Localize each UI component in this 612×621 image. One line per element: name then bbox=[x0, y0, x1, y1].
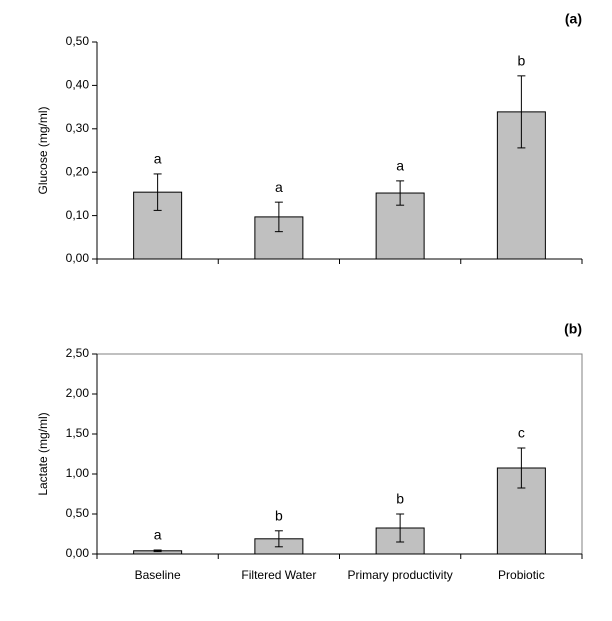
y-axis-label: Glucose (mg/ml) bbox=[36, 106, 50, 194]
x-tick-label: Baseline bbox=[135, 568, 181, 582]
x-tick-label: Probiotic bbox=[498, 568, 545, 582]
x-tick-label: Filtered Water bbox=[241, 568, 316, 582]
significance-letter: a bbox=[396, 158, 404, 174]
significance-letter: a bbox=[154, 151, 162, 167]
y-tick-label: 0,50 bbox=[66, 506, 90, 520]
y-axis-label: Lactate (mg/ml) bbox=[36, 412, 50, 495]
y-tick-label: 0,00 bbox=[66, 251, 90, 265]
x-tick-label: Primary productivity bbox=[347, 568, 452, 582]
significance-letter: b bbox=[275, 508, 283, 524]
y-tick-label: 0,50 bbox=[66, 34, 90, 48]
significance-letter: b bbox=[396, 491, 404, 507]
y-tick-label: 1,50 bbox=[66, 426, 90, 440]
y-tick-label: 0,10 bbox=[66, 208, 90, 222]
y-tick-label: 1,00 bbox=[66, 466, 90, 480]
y-tick-label: 2,00 bbox=[66, 386, 90, 400]
significance-letter: b bbox=[517, 53, 525, 69]
bar bbox=[133, 191, 183, 260]
significance-letter: c bbox=[518, 425, 525, 441]
significance-letter: a bbox=[275, 179, 283, 195]
significance-letter: a bbox=[154, 527, 162, 543]
y-tick-label: 0,30 bbox=[66, 121, 90, 135]
y-tick-label: 0,20 bbox=[66, 164, 90, 178]
panel-label: (b) bbox=[564, 321, 582, 337]
y-tick-label: 2,50 bbox=[66, 346, 90, 360]
y-tick-label: 0,00 bbox=[66, 546, 90, 560]
panel-label: (a) bbox=[565, 11, 582, 27]
y-tick-label: 0,40 bbox=[66, 78, 90, 92]
